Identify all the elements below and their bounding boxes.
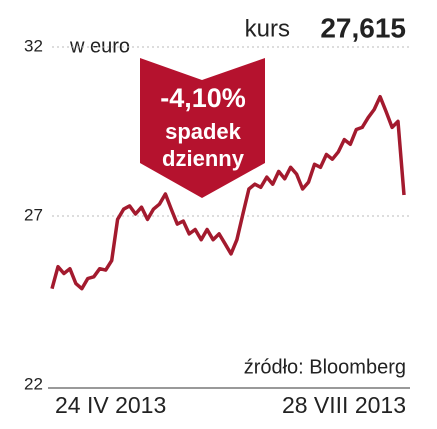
y-tick-label: 32 <box>24 36 43 55</box>
y-tick-label: 27 <box>24 205 43 224</box>
price-line <box>50 94 406 291</box>
annotation-line: dzienny <box>162 146 245 171</box>
x-tick-label: 24 IV 2013 <box>55 392 166 418</box>
annotation-line: spadek <box>165 119 242 144</box>
change-label: -4,10% <box>160 83 246 113</box>
callout-arrow <box>140 58 265 198</box>
x-tick-label: 28 VIII 2013 <box>282 392 406 418</box>
unit-label: w euro <box>69 35 130 57</box>
plot: 22 27 32 24 IV 2013 28 VIII 2013 <box>24 36 410 418</box>
y-tick-label: 22 <box>24 374 43 393</box>
price-value: 27,615 <box>320 12 406 43</box>
price-label: kurs <box>245 15 290 42</box>
source: źródło: Bloomberg <box>244 356 406 378</box>
